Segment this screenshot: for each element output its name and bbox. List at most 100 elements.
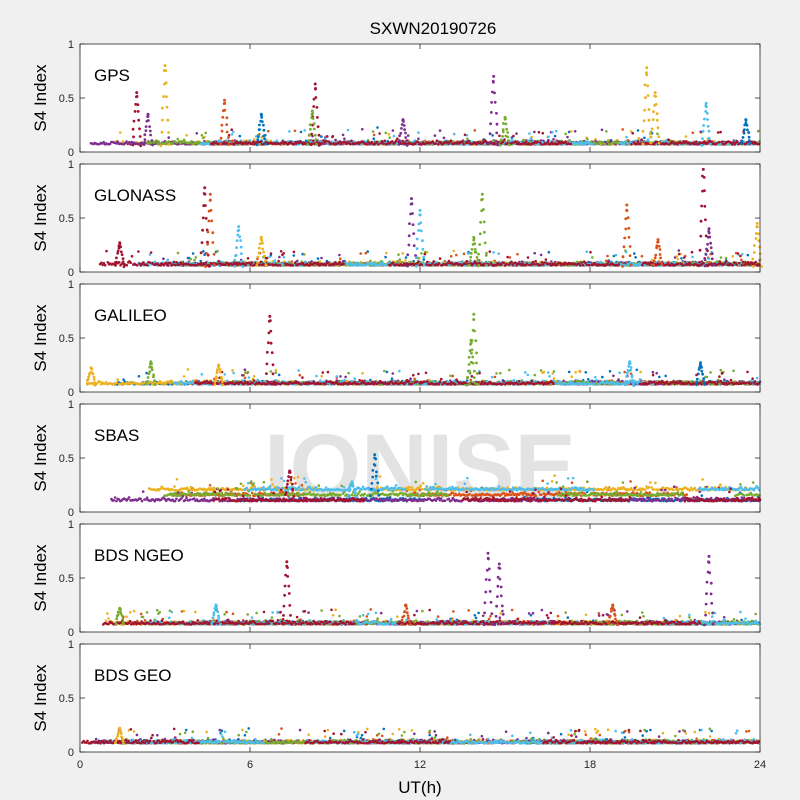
spike-point bbox=[133, 110, 137, 113]
data-point bbox=[288, 130, 291, 133]
spike-point bbox=[223, 101, 227, 105]
data-point bbox=[639, 142, 642, 145]
spike-point bbox=[258, 123, 261, 127]
spike-point bbox=[227, 143, 231, 146]
data-point bbox=[636, 140, 640, 143]
spike-point bbox=[652, 110, 655, 114]
data-point bbox=[185, 134, 188, 137]
data-point bbox=[238, 134, 242, 138]
data-point bbox=[514, 140, 518, 143]
spike-point bbox=[147, 119, 150, 122]
data-point bbox=[449, 254, 453, 258]
spike-point bbox=[488, 141, 491, 145]
data-point bbox=[361, 127, 364, 131]
data-point bbox=[376, 126, 379, 129]
spike-point bbox=[262, 123, 265, 127]
data-point bbox=[378, 132, 381, 135]
spike-point bbox=[308, 133, 312, 137]
spike-point bbox=[493, 100, 497, 104]
y-tick-label: 0 bbox=[68, 147, 74, 159]
data-point bbox=[231, 139, 234, 142]
spike-point bbox=[404, 131, 407, 135]
spike-point bbox=[747, 135, 751, 139]
data-point bbox=[673, 256, 677, 259]
spike-point bbox=[139, 144, 143, 148]
spike-point bbox=[705, 112, 709, 115]
data-point bbox=[417, 131, 420, 134]
data-point bbox=[438, 129, 442, 132]
data-point bbox=[515, 132, 518, 135]
spike-point bbox=[651, 118, 655, 121]
data-point bbox=[320, 135, 323, 138]
data-point bbox=[343, 137, 346, 141]
spike-point bbox=[312, 122, 316, 126]
spike-point bbox=[314, 87, 317, 90]
spike-peak-point bbox=[223, 98, 226, 102]
data-point bbox=[365, 143, 369, 146]
spike-point bbox=[306, 143, 310, 146]
data-point bbox=[606, 254, 609, 258]
spike-point bbox=[746, 128, 749, 132]
data-point bbox=[346, 128, 350, 132]
spike-point bbox=[507, 139, 510, 142]
data-point bbox=[462, 143, 466, 146]
spike-point bbox=[506, 135, 510, 139]
spike-point bbox=[227, 136, 230, 139]
data-point bbox=[404, 259, 407, 262]
spike-point bbox=[131, 143, 135, 147]
data-point bbox=[434, 142, 438, 145]
data-point bbox=[190, 140, 193, 143]
spike-point bbox=[312, 105, 316, 108]
spike-peak-point bbox=[503, 115, 507, 119]
spike-point bbox=[262, 128, 266, 132]
data-point bbox=[449, 139, 453, 142]
spike-point bbox=[490, 101, 493, 104]
chart-title: SXWN20190726 bbox=[370, 19, 497, 38]
spike-point bbox=[398, 134, 401, 138]
data-point bbox=[699, 130, 702, 134]
spike-point bbox=[311, 117, 315, 120]
spike-point bbox=[144, 129, 148, 133]
data-point bbox=[541, 131, 545, 135]
data-point bbox=[677, 249, 681, 252]
spike-peak-point bbox=[310, 109, 314, 113]
spike-point bbox=[743, 128, 746, 132]
data-point bbox=[202, 250, 205, 253]
spike-point bbox=[142, 143, 146, 147]
data-point bbox=[157, 140, 160, 143]
data-point bbox=[171, 142, 174, 146]
data-point bbox=[510, 141, 514, 145]
data-point bbox=[401, 139, 404, 143]
data-point bbox=[718, 141, 721, 144]
data-point bbox=[154, 139, 158, 142]
spike-point bbox=[257, 135, 260, 139]
spike-point bbox=[701, 137, 704, 141]
spike-point bbox=[741, 136, 745, 139]
spike-point bbox=[131, 127, 135, 131]
data-point bbox=[667, 138, 670, 141]
spike-point bbox=[264, 142, 267, 146]
spike-point bbox=[495, 122, 499, 126]
data-point bbox=[326, 135, 329, 138]
data-point bbox=[195, 132, 199, 135]
spike-point bbox=[399, 131, 403, 135]
spike-point bbox=[644, 96, 647, 99]
spike-point bbox=[489, 111, 493, 114]
spike-point bbox=[488, 132, 492, 136]
data-point bbox=[537, 130, 541, 134]
data-point bbox=[603, 142, 607, 146]
data-point bbox=[292, 254, 296, 257]
data-point bbox=[167, 140, 171, 143]
data-point bbox=[334, 138, 337, 142]
spike-peak-point bbox=[146, 112, 150, 116]
data-point bbox=[392, 134, 396, 138]
data-point bbox=[385, 251, 388, 255]
data-point bbox=[496, 140, 500, 144]
data-point bbox=[201, 136, 205, 140]
data-point bbox=[605, 130, 608, 133]
data-point bbox=[710, 140, 713, 143]
data-point bbox=[387, 132, 391, 136]
spike-point bbox=[404, 136, 408, 139]
spike-point bbox=[504, 122, 508, 126]
spike-point bbox=[642, 119, 646, 123]
